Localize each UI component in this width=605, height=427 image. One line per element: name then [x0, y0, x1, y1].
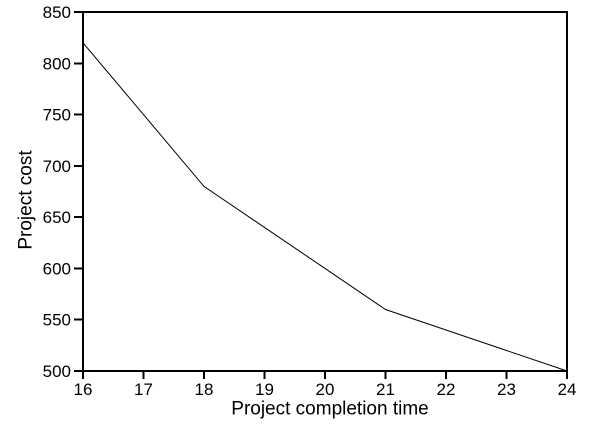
- y-tick-label: 650: [43, 208, 71, 227]
- y-tick-label: 850: [43, 3, 71, 22]
- x-tick-label: 18: [195, 380, 214, 399]
- y-tick-label: 550: [43, 311, 71, 330]
- x-tick-label: 19: [255, 380, 274, 399]
- y-tick-label: 700: [43, 157, 71, 176]
- x-tick-label: 16: [74, 380, 93, 399]
- x-tick-label: 17: [134, 380, 153, 399]
- x-axis-title: Project completion time: [231, 398, 429, 420]
- x-tick-label: 20: [316, 380, 335, 399]
- y-tick-label: 600: [43, 259, 71, 278]
- y-tick-label: 800: [43, 54, 71, 73]
- plot-border: [82, 11, 568, 372]
- x-tick-label: 24: [558, 380, 577, 399]
- y-tick-label: 500: [43, 362, 71, 381]
- cost-curve: [82, 42, 568, 372]
- y-axis-title: Project cost: [15, 150, 37, 250]
- y-tick-label: 750: [43, 106, 71, 125]
- x-tick-label: 22: [437, 380, 456, 399]
- x-tick-label: 23: [497, 380, 516, 399]
- x-tick-label: 21: [376, 380, 395, 399]
